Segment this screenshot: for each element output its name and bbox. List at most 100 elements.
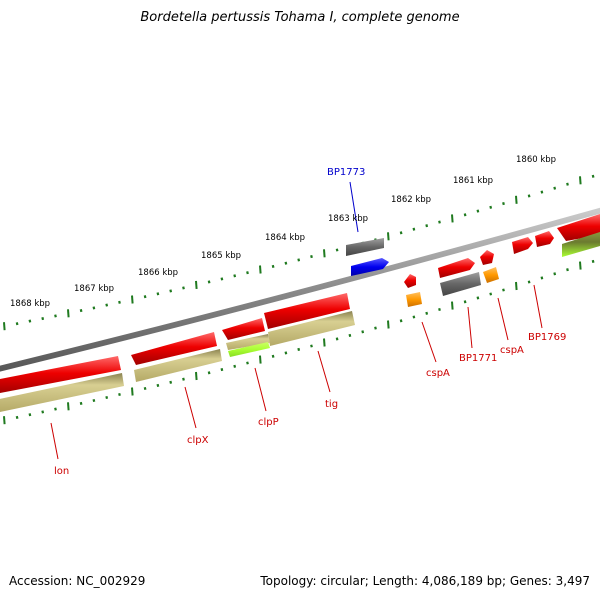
minor-tick: [335, 337, 339, 341]
major-tick: [259, 355, 262, 364]
gene-labels: lon clpX clpP tig cspA BP1771 cspA BP176…: [54, 167, 566, 477]
minor-tick: [553, 186, 557, 190]
gene-clpP[interactable]: [222, 318, 265, 340]
inner-tick-track: [3, 259, 595, 425]
gene-bp1771-lower[interactable]: [440, 272, 481, 296]
gene-tig-lower[interactable]: [268, 311, 355, 346]
gene-clpX[interactable]: [131, 332, 217, 365]
gene-bp1769[interactable]: [512, 237, 533, 254]
minor-tick: [118, 392, 121, 397]
gene-cspA-2[interactable]: [480, 250, 494, 265]
minor-tick: [220, 368, 224, 372]
minor-tick: [297, 347, 301, 351]
minor-tick: [489, 205, 493, 209]
gene-label-tig[interactable]: tig: [325, 399, 338, 410]
minor-tick: [553, 272, 557, 276]
minor-tick: [540, 276, 544, 280]
minor-tick: [463, 300, 467, 304]
minor-tick: [591, 174, 595, 178]
major-tick: [515, 195, 518, 204]
minor-tick: [425, 224, 429, 228]
minor-tick: [438, 307, 441, 312]
minor-tick: [566, 182, 569, 186]
label-leaders: [50, 181, 543, 460]
gene-lon[interactable]: [0, 356, 121, 394]
major-tick: [195, 280, 198, 289]
gene-label-clpP[interactable]: clpP: [258, 417, 279, 428]
gene-label-bp1773[interactable]: BP1773: [327, 167, 365, 178]
minor-tick: [476, 209, 480, 213]
kbp-label: 1864 kbp: [265, 233, 305, 243]
minor-tick: [348, 333, 352, 337]
minor-tick: [156, 383, 160, 387]
major-tick: [451, 301, 454, 310]
leader-bp1771: [467, 306, 473, 349]
gene-cspA-2-lower[interactable]: [483, 267, 499, 283]
gene-label-cspA-2[interactable]: cspA: [500, 345, 524, 356]
minor-tick: [566, 268, 569, 272]
gene-clpP-lime[interactable]: [228, 342, 270, 357]
minor-tick: [169, 289, 173, 293]
gene-bp1771[interactable]: [438, 258, 475, 278]
kbp-label: 1866 kbp: [138, 268, 178, 278]
gene-right-edge-olive[interactable]: [562, 232, 600, 257]
kbp-label: 1861 kbp: [453, 176, 493, 186]
gene-bp1773[interactable]: [351, 258, 389, 276]
gene-label-cspA[interactable]: cspA: [426, 368, 450, 379]
minor-tick: [92, 306, 96, 310]
minor-tick: [246, 271, 249, 275]
major-tick: [195, 371, 198, 381]
minor-tick: [182, 286, 185, 290]
minor-tick: [156, 292, 160, 296]
minor-tick: [143, 295, 147, 299]
gene-label-bp1771[interactable]: BP1771: [459, 353, 497, 364]
minor-tick: [489, 292, 493, 296]
minor-tick: [246, 361, 249, 365]
major-tick: [579, 261, 582, 270]
minor-tick: [335, 248, 339, 252]
outer-tick-track: [3, 174, 595, 331]
major-tick: [451, 214, 454, 223]
gene-bp1769-b[interactable]: [535, 231, 554, 247]
genome-backbone: [0, 207, 600, 372]
gene-right-edge[interactable]: [557, 214, 600, 241]
gene-cspA-small[interactable]: [404, 274, 416, 288]
gene-clpX-lower[interactable]: [134, 349, 222, 382]
minor-tick: [463, 213, 467, 217]
gene-cspA-upper[interactable]: [406, 292, 422, 307]
minor-tick: [79, 309, 83, 313]
kbp-label: 1868 kbp: [10, 299, 50, 309]
minor-tick: [399, 319, 403, 323]
leader-clpP: [254, 367, 267, 412]
major-tick: [387, 232, 390, 241]
minor-tick: [591, 259, 595, 263]
reverse-features: [0, 293, 355, 413]
gene-label-bp1769[interactable]: BP1769: [528, 332, 566, 343]
kbp-label: 1860 kbp: [516, 155, 556, 165]
minor-tick: [527, 194, 531, 198]
minor-tick: [92, 398, 96, 403]
major-tick: [515, 281, 518, 291]
gene-tig[interactable]: [264, 293, 350, 329]
minor-tick: [310, 344, 313, 348]
major-tick: [259, 265, 262, 274]
minor-tick: [297, 258, 301, 262]
gene-lon-lower[interactable]: [0, 373, 124, 413]
minor-tick: [182, 377, 185, 381]
leader-bp1773: [349, 181, 359, 233]
gene-label-lon[interactable]: lon: [54, 466, 69, 477]
minor-tick: [220, 277, 224, 281]
minor-tick: [54, 407, 57, 411]
minor-tick: [28, 319, 32, 323]
major-tick: [3, 322, 6, 331]
major-tick: [3, 416, 6, 425]
minor-tick: [271, 354, 275, 358]
gene-label-clpX[interactable]: clpX: [187, 435, 209, 446]
minor-tick: [233, 364, 237, 368]
gene-bp1773-outer[interactable]: [346, 238, 384, 256]
gene-clpP-khaki[interactable]: [226, 334, 270, 350]
leader-bp1769: [533, 284, 543, 329]
minor-tick: [502, 288, 505, 292]
minor-tick: [118, 300, 121, 304]
kbp-label: 1862 kbp: [391, 195, 431, 205]
